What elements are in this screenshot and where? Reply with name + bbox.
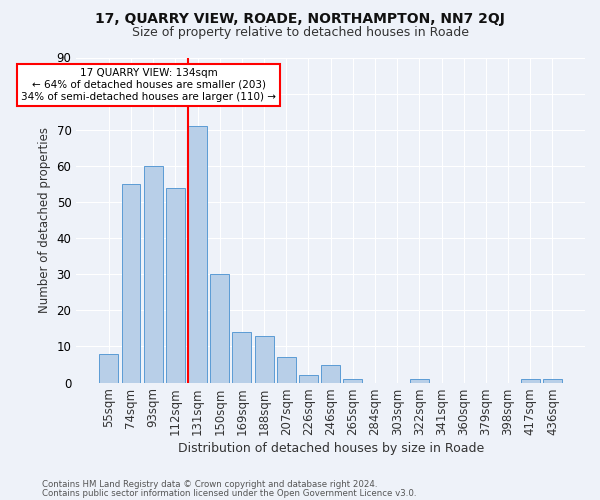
Bar [210, 274, 229, 382]
Bar [343, 379, 362, 382]
Bar [299, 376, 318, 382]
Bar [521, 379, 539, 382]
Bar [277, 358, 296, 382]
Y-axis label: Number of detached properties: Number of detached properties [38, 127, 51, 313]
Bar [254, 336, 274, 382]
Text: 17 QUARRY VIEW: 134sqm
← 64% of detached houses are smaller (203)
34% of semi-de: 17 QUARRY VIEW: 134sqm ← 64% of detached… [21, 68, 276, 102]
Text: Contains HM Land Registry data © Crown copyright and database right 2024.: Contains HM Land Registry data © Crown c… [42, 480, 377, 489]
Bar [232, 332, 251, 382]
Text: 17, QUARRY VIEW, ROADE, NORTHAMPTON, NN7 2QJ: 17, QUARRY VIEW, ROADE, NORTHAMPTON, NN7… [95, 12, 505, 26]
Bar [144, 166, 163, 382]
Text: Size of property relative to detached houses in Roade: Size of property relative to detached ho… [131, 26, 469, 39]
Bar [122, 184, 140, 382]
X-axis label: Distribution of detached houses by size in Roade: Distribution of detached houses by size … [178, 442, 484, 455]
Bar [100, 354, 118, 382]
Bar [188, 126, 207, 382]
Bar [410, 379, 429, 382]
Bar [321, 364, 340, 382]
Text: Contains public sector information licensed under the Open Government Licence v3: Contains public sector information licen… [42, 488, 416, 498]
Bar [166, 188, 185, 382]
Bar [543, 379, 562, 382]
